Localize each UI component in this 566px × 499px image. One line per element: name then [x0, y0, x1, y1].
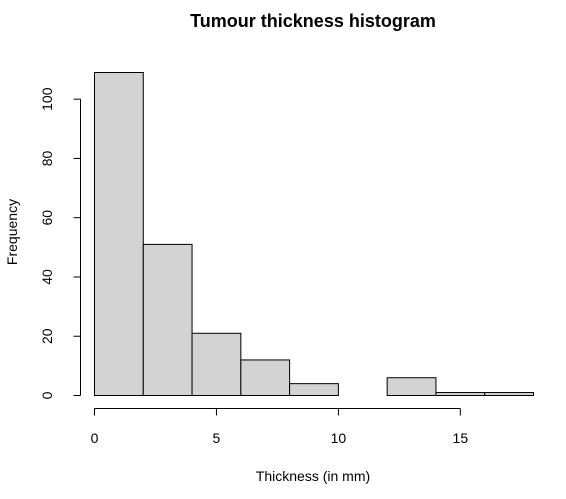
x-tick-label-0: 0	[91, 430, 99, 446]
histogram-bar-7	[435, 392, 486, 396]
histogram-bar-6	[386, 377, 437, 396]
x-axis-label: Thickness (in mm)	[256, 468, 370, 484]
histogram-bar-0	[94, 72, 144, 396]
y-tick-label-5: 100	[39, 87, 55, 111]
chart-title: Tumour thickness histogram	[190, 11, 436, 31]
y-axis-label: Frequency	[4, 199, 20, 265]
bars-group	[94, 72, 535, 397]
y-tick-label-0: 0	[39, 391, 55, 399]
histogram-bar-3	[240, 359, 291, 396]
x-tick-label-1: 5	[213, 430, 221, 446]
x-tick-label-2: 10	[331, 430, 347, 446]
histogram-bar-8	[484, 392, 535, 396]
histogram-bar-1	[142, 243, 193, 396]
y-tick-label-4: 80	[39, 150, 55, 166]
y-tick-label-3: 60	[39, 210, 55, 226]
y-tick-label-1: 20	[39, 328, 55, 344]
histogram-bar-2	[191, 332, 242, 396]
y-tick-label-2: 40	[39, 269, 55, 285]
y-axis: 0 20 40 60 80 100	[39, 87, 81, 399]
histogram-bar-4	[289, 383, 339, 397]
x-axis: 0 5 10 15	[91, 408, 469, 446]
x-tick-label-3: 15	[453, 430, 469, 446]
